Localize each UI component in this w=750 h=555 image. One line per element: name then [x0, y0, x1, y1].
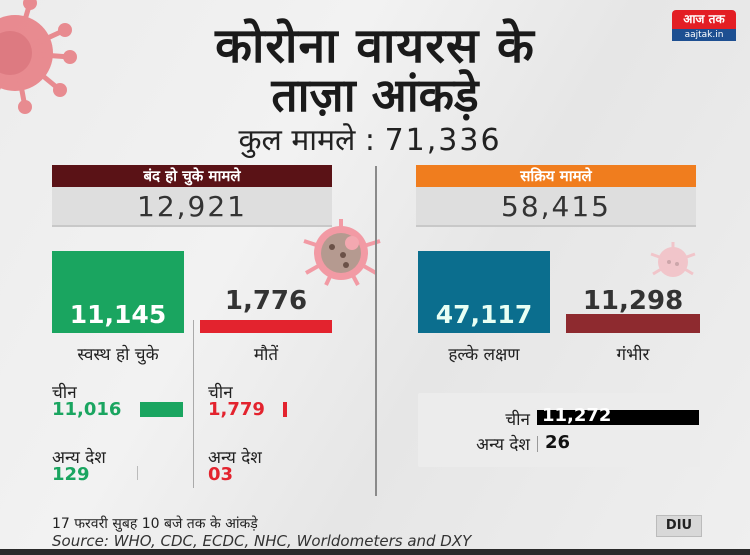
- logo-text: आज तक: [672, 10, 736, 29]
- virus-illustration-icon: [296, 215, 386, 287]
- total-separator: :: [364, 123, 376, 158]
- serious-other-bar: [537, 436, 538, 452]
- deaths-other-label: अन्य देश: [208, 448, 262, 468]
- date-note: 17 फरवरी सुबह 10 बजे तक के आंकड़े: [52, 516, 258, 532]
- active-cases-panel: सक्रिय मामले 58,415: [416, 165, 696, 227]
- recovered-value: 11,145: [69, 300, 167, 329]
- aajtak-logo: आज तक aajtak.in: [672, 10, 736, 41]
- total-cases: कुल मामले : 71,336: [150, 118, 590, 159]
- serious-breakdown-box: [418, 393, 700, 467]
- recovered-other-label: अन्य देश: [52, 448, 106, 468]
- recovered-china-bar: [140, 402, 183, 417]
- bottom-bar: [0, 549, 750, 555]
- deaths-china-bar: [283, 402, 287, 417]
- serious-label: गंभीर: [616, 345, 650, 365]
- closed-cases-value: 12,921: [52, 187, 332, 227]
- deaths-label: मौतें: [253, 345, 279, 365]
- recovered-china-label: चीन: [52, 383, 77, 403]
- deaths-bar: [200, 320, 332, 333]
- recovered-label: स्वस्थ हो चुके: [77, 345, 159, 365]
- active-cases-header: सक्रिय मामले: [416, 165, 696, 187]
- sub-divider: [193, 320, 194, 488]
- recovered-china-value: 11,016: [52, 399, 122, 420]
- deaths-value: 1,776: [224, 286, 308, 316]
- serious-value: 11,298: [582, 286, 684, 316]
- deaths-china-label: चीन: [208, 383, 233, 403]
- serious-bar: [566, 314, 700, 333]
- serious-china-value: 11,272: [542, 405, 612, 426]
- active-cases-value: 58,415: [416, 187, 696, 227]
- virus-illustration-icon: [0, 0, 80, 115]
- serious-china-label: चीन: [505, 410, 530, 430]
- mild-label: हल्के लक्षण: [448, 345, 520, 365]
- logo-url: aajtak.in: [672, 29, 736, 41]
- total-label: कुल मामले: [238, 123, 356, 158]
- serious-china-bar: [537, 410, 699, 425]
- center-divider: [375, 166, 377, 496]
- serious-other-label: अन्य देश: [476, 435, 530, 455]
- deaths-other-value: 03: [208, 464, 234, 485]
- recovered-bar: 11,145: [52, 251, 184, 333]
- closed-cases-header: बंद हो चुके मामले: [52, 165, 332, 187]
- serious-other-value: 26: [545, 432, 571, 453]
- mild-value: 47,117: [435, 300, 533, 329]
- diu-badge: DIU: [656, 515, 702, 537]
- closed-cases-panel: बंद हो चुके मामले 12,921: [52, 165, 332, 227]
- recovered-other-bar: [137, 466, 138, 480]
- page-subtitle: ताज़ा आंकड़े: [271, 68, 479, 122]
- mild-bar: 47,117: [418, 251, 550, 333]
- virus-illustration-icon: [645, 240, 701, 284]
- source-note: Source: WHO, CDC, ECDC, NHC, Worldometer…: [52, 532, 472, 550]
- deaths-china-value: 1,779: [208, 399, 265, 420]
- recovered-other-value: 129: [52, 464, 90, 485]
- total-value: 71,336: [384, 123, 502, 158]
- page-title: कोरोना वायरस के: [215, 18, 535, 74]
